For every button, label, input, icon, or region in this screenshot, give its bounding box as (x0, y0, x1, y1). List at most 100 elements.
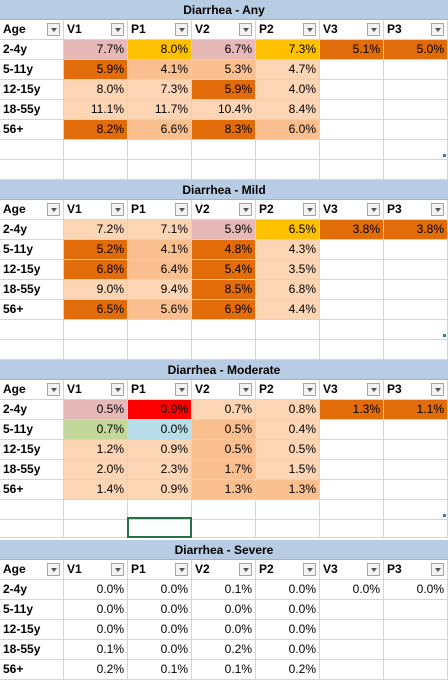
value-cell[interactable] (384, 640, 448, 660)
value-cell[interactable]: 8.2% (64, 120, 128, 140)
value-cell[interactable]: 5.2% (64, 240, 128, 260)
value-cell[interactable]: 6.4% (128, 260, 192, 280)
value-cell[interactable] (384, 420, 448, 440)
value-cell[interactable]: 4.3% (256, 240, 320, 260)
value-cell[interactable]: 0.9% (128, 440, 192, 460)
value-cell[interactable]: 6.9% (192, 300, 256, 320)
value-cell[interactable]: 2.0% (64, 460, 128, 480)
value-cell[interactable]: 1.3% (256, 480, 320, 500)
filter-dropdown-icon[interactable] (175, 383, 188, 396)
value-cell[interactable]: 0.7% (64, 420, 128, 440)
value-cell[interactable]: 6.7% (192, 40, 256, 60)
age-cell[interactable]: 5-11y (0, 420, 64, 440)
value-cell[interactable]: 0.0% (128, 600, 192, 620)
value-cell[interactable]: 0.7% (192, 400, 256, 420)
value-cell[interactable] (320, 300, 384, 320)
value-cell[interactable]: 1.5% (256, 460, 320, 480)
value-cell[interactable]: 1.3% (192, 480, 256, 500)
value-cell[interactable]: 0.9% (128, 480, 192, 500)
value-cell[interactable]: 11.1% (64, 100, 128, 120)
filter-dropdown-icon[interactable] (239, 563, 252, 576)
filter-dropdown-icon[interactable] (175, 203, 188, 216)
value-cell[interactable]: 0.0% (64, 600, 128, 620)
value-cell[interactable]: 8.0% (64, 80, 128, 100)
value-cell[interactable]: 0.0% (192, 620, 256, 640)
value-cell[interactable]: 6.8% (256, 280, 320, 300)
value-cell[interactable] (384, 480, 448, 500)
age-cell[interactable]: 2-4y (0, 40, 64, 60)
value-cell[interactable]: 3.8% (384, 220, 448, 240)
filter-dropdown-icon[interactable] (239, 383, 252, 396)
value-cell[interactable]: 0.0% (128, 420, 192, 440)
value-cell[interactable]: 0.0% (128, 580, 192, 600)
value-cell[interactable]: 0.1% (64, 640, 128, 660)
value-cell[interactable] (320, 460, 384, 480)
value-cell[interactable]: 1.1% (384, 400, 448, 420)
value-cell[interactable]: 0.5% (192, 420, 256, 440)
value-cell[interactable] (320, 600, 384, 620)
filter-dropdown-icon[interactable] (175, 23, 188, 36)
value-cell[interactable]: 4.1% (128, 240, 192, 260)
value-cell[interactable]: 0.2% (64, 660, 128, 680)
value-cell[interactable]: 5.9% (192, 220, 256, 240)
age-cell[interactable]: 2-4y (0, 400, 64, 420)
value-cell[interactable]: 8.0% (128, 40, 192, 60)
filter-dropdown-icon[interactable] (431, 383, 444, 396)
value-cell[interactable] (384, 600, 448, 620)
value-cell[interactable]: 5.9% (64, 60, 128, 80)
value-cell[interactable] (320, 100, 384, 120)
filter-dropdown-icon[interactable] (367, 383, 380, 396)
active-cell-selection[interactable] (127, 517, 192, 538)
age-cell[interactable]: 56+ (0, 480, 64, 500)
value-cell[interactable]: 7.2% (64, 220, 128, 240)
value-cell[interactable] (320, 420, 384, 440)
value-cell[interactable]: 6.8% (64, 260, 128, 280)
value-cell[interactable]: 0.2% (256, 660, 320, 680)
value-cell[interactable]: 4.7% (256, 60, 320, 80)
value-cell[interactable] (320, 480, 384, 500)
age-cell[interactable]: 56+ (0, 300, 64, 320)
value-cell[interactable]: 4.1% (128, 60, 192, 80)
age-cell[interactable]: 5-11y (0, 60, 64, 80)
age-cell[interactable]: 18-55y (0, 100, 64, 120)
filter-dropdown-icon[interactable] (431, 203, 444, 216)
value-cell[interactable]: 0.0% (256, 600, 320, 620)
value-cell[interactable] (320, 60, 384, 80)
filter-dropdown-icon[interactable] (47, 203, 60, 216)
age-cell[interactable]: 5-11y (0, 600, 64, 620)
value-cell[interactable] (384, 460, 448, 480)
filter-dropdown-icon[interactable] (111, 383, 124, 396)
value-cell[interactable]: 3.8% (320, 220, 384, 240)
filter-dropdown-icon[interactable] (303, 203, 316, 216)
value-cell[interactable] (384, 280, 448, 300)
filter-dropdown-icon[interactable] (367, 203, 380, 216)
filter-dropdown-icon[interactable] (367, 23, 380, 36)
value-cell[interactable]: 5.1% (320, 40, 384, 60)
filter-dropdown-icon[interactable] (111, 203, 124, 216)
value-cell[interactable]: 0.1% (192, 580, 256, 600)
table-resize-handle[interactable] (443, 334, 446, 337)
value-cell[interactable]: 7.3% (128, 80, 192, 100)
filter-dropdown-icon[interactable] (111, 23, 124, 36)
value-cell[interactable]: 8.5% (192, 280, 256, 300)
value-cell[interactable] (320, 240, 384, 260)
value-cell[interactable]: 8.4% (256, 100, 320, 120)
age-cell[interactable]: 18-55y (0, 280, 64, 300)
value-cell[interactable] (384, 120, 448, 140)
value-cell[interactable]: 0.8% (256, 400, 320, 420)
value-cell[interactable]: 0.1% (128, 660, 192, 680)
value-cell[interactable] (384, 620, 448, 640)
value-cell[interactable] (320, 660, 384, 680)
value-cell[interactable] (320, 620, 384, 640)
age-cell[interactable]: 56+ (0, 660, 64, 680)
value-cell[interactable]: 9.4% (128, 280, 192, 300)
value-cell[interactable]: 2.3% (128, 460, 192, 480)
value-cell[interactable]: 0.0% (256, 620, 320, 640)
value-cell[interactable]: 0.5% (64, 400, 128, 420)
table-resize-handle[interactable] (443, 154, 446, 157)
value-cell[interactable]: 4.8% (192, 240, 256, 260)
value-cell[interactable]: 0.2% (192, 640, 256, 660)
value-cell[interactable]: 5.4% (192, 260, 256, 280)
age-cell[interactable]: 5-11y (0, 240, 64, 260)
value-cell[interactable]: 6.5% (256, 220, 320, 240)
